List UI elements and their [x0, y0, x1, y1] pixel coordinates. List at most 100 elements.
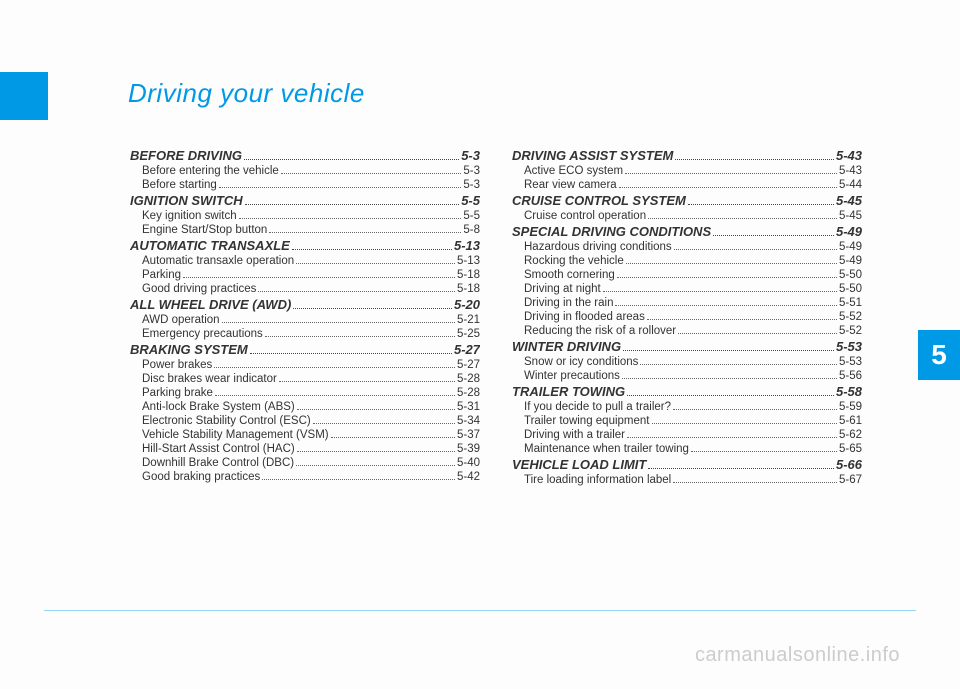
- toc-leader-dots: [713, 235, 834, 236]
- toc-page-ref: 5-42: [457, 471, 480, 483]
- toc-page-ref: 5-28: [457, 373, 480, 385]
- toc-page-ref: 5-5: [461, 193, 480, 208]
- toc-page-ref: 5-52: [839, 325, 862, 337]
- toc-page-ref: 5-45: [839, 210, 862, 222]
- toc-leader-dots: [183, 277, 455, 278]
- toc-leader-dots: [623, 350, 834, 351]
- toc-label: Driving with a trailer: [524, 429, 625, 441]
- toc-sub-row: AWD operation 5-21: [130, 314, 480, 326]
- toc-page-ref: 5-62: [839, 429, 862, 441]
- toc-leader-dots: [678, 333, 837, 334]
- toc-label: Winter precautions: [524, 370, 620, 382]
- toc-page-ref: 5-27: [457, 359, 480, 371]
- toc-label: CRUISE CONTROL SYSTEM: [512, 193, 686, 208]
- toc-leader-dots: [297, 451, 455, 452]
- toc-page-ref: 5-3: [463, 165, 480, 177]
- toc-sub-row: Rocking the vehicle 5-49: [512, 255, 862, 267]
- toc-leader-dots: [603, 291, 837, 292]
- toc-page-ref: 5-18: [457, 283, 480, 295]
- toc-page-ref: 5-56: [839, 370, 862, 382]
- toc-label: Snow or icy conditions: [524, 356, 638, 368]
- toc-leader-dots: [619, 187, 837, 188]
- toc-sub-row: Rear view camera 5-44: [512, 179, 862, 191]
- toc-leader-dots: [674, 249, 837, 250]
- toc-label: Good braking practices: [142, 471, 260, 483]
- toc-leader-dots: [215, 395, 455, 396]
- toc-leader-dots: [219, 187, 462, 188]
- toc-section-row: BRAKING SYSTEM 5-27: [130, 342, 480, 357]
- toc-leader-dots: [652, 423, 837, 424]
- toc-sub-row: Electronic Stability Control (ESC) 5-34: [130, 415, 480, 427]
- toc-label: Key ignition switch: [142, 210, 237, 222]
- toc-label: Smooth cornering: [524, 269, 615, 281]
- toc-leader-dots: [331, 437, 455, 438]
- toc-leader-dots: [615, 305, 836, 306]
- toc-label: AUTOMATIC TRANSAXLE: [130, 238, 290, 253]
- toc-leader-dots: [647, 319, 837, 320]
- watermark: carmanualsonline.info: [695, 644, 900, 667]
- toc-leader-dots: [296, 465, 455, 466]
- toc-column-left: BEFORE DRIVING 5-3 Before entering the ve…: [130, 148, 480, 488]
- toc-leader-dots: [269, 232, 461, 233]
- toc-sub-row: Cruise control operation 5-45: [512, 210, 862, 222]
- toc-leader-dots: [673, 409, 837, 410]
- toc-label: Electronic Stability Control (ESC): [142, 415, 311, 427]
- toc-sub-row: Disc brakes wear indicator 5-28: [130, 373, 480, 385]
- toc-section-row: BEFORE DRIVING 5-3: [130, 148, 480, 163]
- toc-page-ref: 5-44: [839, 179, 862, 191]
- toc-label: TRAILER TOWING: [512, 384, 625, 399]
- toc-page-ref: 5-50: [839, 283, 862, 295]
- toc-sub-row: Good driving practices 5-18: [130, 283, 480, 295]
- toc-page-ref: 5-31: [457, 401, 480, 413]
- toc-label: BRAKING SYSTEM: [130, 342, 248, 357]
- toc-page-ref: 5-13: [454, 238, 480, 253]
- toc-label: AWD operation: [142, 314, 220, 326]
- toc-section-row: TRAILER TOWING 5-58: [512, 384, 862, 399]
- toc-leader-dots: [313, 423, 455, 424]
- toc-label: ALL WHEEL DRIVE (AWD): [130, 297, 291, 312]
- toc-leader-dots: [627, 395, 834, 396]
- toc-sub-row: Maintenance when trailer towing 5-65: [512, 443, 862, 455]
- toc-page-ref: 5-67: [839, 474, 862, 486]
- toc-sub-row: Active ECO system 5-43: [512, 165, 862, 177]
- toc-leader-dots: [214, 367, 455, 368]
- toc-page-ref: 5-59: [839, 401, 862, 413]
- footer-rule: [44, 610, 916, 611]
- toc-page-ref: 5-43: [839, 165, 862, 177]
- toc-page-ref: 5-5: [463, 210, 480, 222]
- toc-label: Good driving practices: [142, 283, 256, 295]
- toc-page-ref: 5-49: [839, 255, 862, 267]
- toc-page-ref: 5-45: [836, 193, 862, 208]
- toc-label: SPECIAL DRIVING CONDITIONS: [512, 224, 711, 239]
- header-accent-square: [0, 72, 48, 120]
- toc-leader-dots: [648, 218, 837, 219]
- toc-page-ref: 5-8: [463, 224, 480, 236]
- toc-sub-row: Automatic transaxle operation 5-13: [130, 255, 480, 267]
- toc-page-ref: 5-18: [457, 269, 480, 281]
- toc-label: Before entering the vehicle: [142, 165, 279, 177]
- toc-leader-dots: [617, 277, 837, 278]
- toc-page-ref: 5-66: [836, 457, 862, 472]
- toc-sub-row: Before entering the vehicle 5-3: [130, 165, 480, 177]
- toc-leader-dots: [244, 159, 459, 160]
- toc-sub-row: Tire loading information label 5-67: [512, 474, 862, 486]
- page-title: Driving your vehicle: [128, 78, 365, 109]
- toc-label: Maintenance when trailer towing: [524, 443, 689, 455]
- toc-label: WINTER DRIVING: [512, 339, 621, 354]
- toc-sub-row: Driving in flooded areas 5-52: [512, 311, 862, 323]
- toc-page-ref: 5-51: [839, 297, 862, 309]
- toc-label: Driving at night: [524, 283, 601, 295]
- toc-leader-dots: [239, 218, 462, 219]
- toc-label: Rear view camera: [524, 179, 617, 191]
- toc-page-ref: 5-25: [457, 328, 480, 340]
- toc-sub-row: Parking brake 5-28: [130, 387, 480, 399]
- toc-label: Parking brake: [142, 387, 213, 399]
- toc-label: Tire loading information label: [524, 474, 671, 486]
- toc-leader-dots: [250, 353, 452, 354]
- toc-page-ref: 5-49: [839, 241, 862, 253]
- toc-label: Emergency precautions: [142, 328, 263, 340]
- toc-leader-dots: [626, 263, 837, 264]
- toc-page-ref: 5-53: [836, 339, 862, 354]
- toc-sub-row: Key ignition switch 5-5: [130, 210, 480, 222]
- toc-sub-row: Hill-Start Assist Control (HAC) 5-39: [130, 443, 480, 455]
